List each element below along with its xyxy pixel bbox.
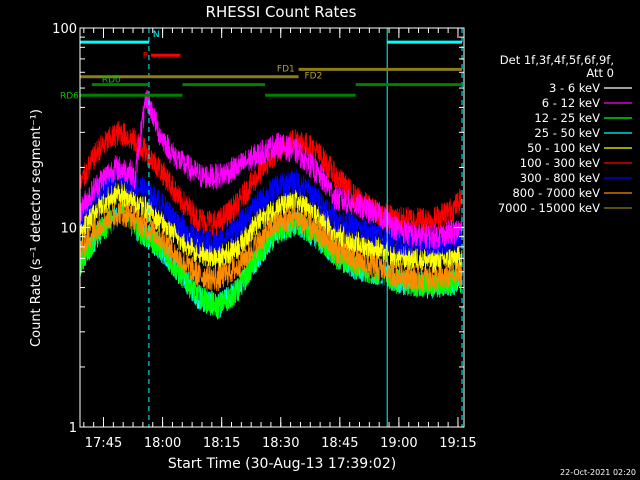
legend-header: Att 0 [586,66,614,80]
legend-label: 800 - 7000 keV [512,186,600,200]
series-line-300-to-800keV [79,164,463,257]
legend-label: 3 - 6 keV [549,81,600,95]
legend-label: 6 - 12 keV [542,96,600,110]
x-tick-label: 18:00 [144,436,181,451]
chart-title: RHESSI Count Rates [206,3,357,21]
x-axis-label: Start Time (30-Aug-13 17:39:02) [168,456,396,472]
state-bar-label-rd6: RD6 [60,91,79,101]
state-bar-label-n: N [153,30,160,40]
x-tick-label: 18:45 [321,436,358,451]
legend-label: 7000 - 15000 keV [498,201,600,215]
legend-label: 25 - 50 keV [534,126,600,140]
x-tick-label: 17:45 [85,436,122,451]
state-bar-label-rd0: RD0 [102,76,121,86]
x-tick-label: 19:15 [439,436,476,451]
legend-label: 12 - 25 keV [534,111,600,125]
series-line-6-to-12keV [79,90,463,250]
x-tick-label: 19:00 [380,436,417,451]
x-tick-label: 18:15 [203,436,240,451]
y-tick-label: 1 [69,421,77,436]
y-axis-label: Count Rate (s⁻¹ detector segment⁻¹) [29,109,44,347]
state-bar-label-f: F [143,51,148,61]
timestamp: 22-Oct-2021 02:20 [560,468,636,477]
series-line-3-to-6keV [79,89,463,358]
plot-data [79,89,463,358]
legend-label: 50 - 100 keV [527,141,600,155]
series-line-800-to-7000keV [79,201,463,292]
x-tick-label: 18:30 [262,436,299,451]
axes: 1 10 100 17:45 18:00 18:15 18:30 18:45 19:00 19:1… [52,22,477,451]
legend-label: 300 - 800 keV [520,171,600,185]
state-bar-label-fd1: FD1 [277,64,295,74]
y-tick-label: 100 [52,22,77,37]
y-tick-label: 10 [60,222,77,237]
state-bar-label-fd2: FD2 [304,72,322,82]
legend-label: 100 - 300 keV [520,156,600,170]
legend-header: Det 1f,3f,4f,5f,6f,9f, [500,53,614,67]
